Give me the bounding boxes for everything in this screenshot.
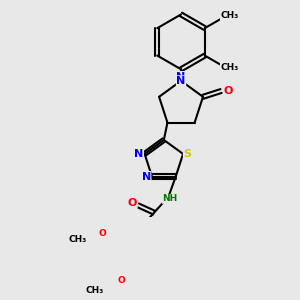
Text: O: O: [118, 276, 125, 285]
Text: NH: NH: [162, 194, 178, 203]
Text: CH₃: CH₃: [86, 286, 104, 295]
Text: N: N: [134, 149, 143, 159]
Text: N: N: [142, 172, 151, 182]
Text: N: N: [176, 71, 186, 82]
Text: O: O: [98, 230, 106, 238]
Text: N: N: [176, 76, 186, 86]
Text: S: S: [183, 149, 191, 159]
Text: O: O: [224, 86, 233, 96]
Text: CH₃: CH₃: [69, 235, 87, 244]
Text: O: O: [128, 198, 137, 208]
Text: CH₃: CH₃: [220, 11, 238, 20]
Text: CH₃: CH₃: [220, 63, 238, 72]
